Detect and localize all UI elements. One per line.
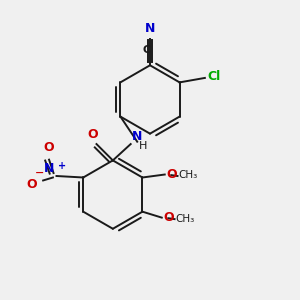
Text: −: −	[34, 168, 44, 178]
Text: CH₃: CH₃	[176, 214, 195, 224]
Text: +: +	[58, 161, 66, 171]
Text: CH₃: CH₃	[178, 170, 198, 180]
Text: N: N	[44, 161, 54, 175]
Text: O: O	[44, 141, 54, 154]
Text: O: O	[166, 168, 177, 181]
Text: O: O	[163, 211, 174, 224]
Text: Cl: Cl	[207, 70, 220, 83]
Text: N: N	[145, 22, 155, 35]
Text: H: H	[139, 141, 147, 152]
Text: C: C	[142, 45, 150, 55]
Text: N: N	[132, 130, 142, 142]
Text: O: O	[88, 128, 98, 141]
Text: O: O	[27, 178, 37, 191]
